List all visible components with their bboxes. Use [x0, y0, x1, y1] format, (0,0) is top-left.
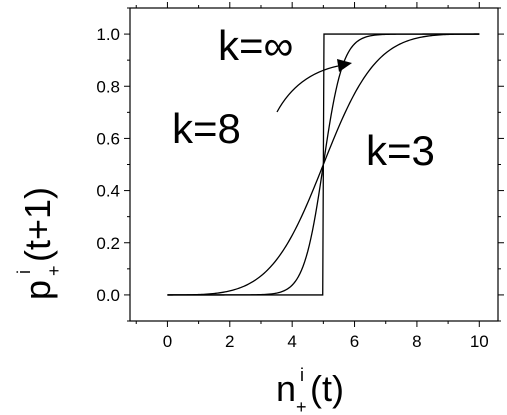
y-tick-label: 0.4: [96, 182, 120, 201]
x-tick-label: 2: [225, 332, 234, 351]
svg-text:(t): (t): [310, 368, 344, 409]
y-tick-label: 0.0: [96, 286, 120, 305]
annotation-arrow: [276, 59, 352, 113]
svg-text:+: +: [296, 397, 307, 415]
y-tick-label: 0.8: [96, 77, 120, 96]
x-tick-label: 4: [287, 332, 296, 351]
ticks: 0 2 4 6 8 10 0.0 0.2 0.4 0.6 0.8 1.0: [96, 2, 504, 351]
y-tick-label: 0.2: [96, 234, 120, 253]
svg-text:+: +: [44, 265, 64, 276]
x-tick-label: 10: [470, 332, 489, 351]
y-tick-label: 1.0: [96, 25, 120, 44]
y-tick-label: 0.6: [96, 129, 120, 148]
y-axis-label: p i + (t+1): [14, 187, 64, 300]
annotation-k-inf: k=∞: [218, 22, 293, 69]
series-line-k-3: [167, 33, 480, 296]
curves: [167, 33, 480, 296]
svg-text:n: n: [276, 368, 296, 409]
plot-frame: [129, 7, 499, 322]
x-tick-label: 0: [163, 332, 172, 351]
svg-text:i: i: [300, 365, 304, 385]
annotation-k-8: k=8: [172, 105, 241, 152]
x-tick-label: 8: [412, 332, 421, 351]
svg-text:i: i: [14, 270, 34, 274]
x-tick-label: 6: [350, 332, 359, 351]
svg-text:(t+1): (t+1): [17, 187, 58, 262]
annotation-k-3: k=3: [366, 127, 435, 174]
axes-frame: [129, 7, 499, 322]
x-axis-label: n i + (t): [276, 365, 344, 415]
svg-text:p: p: [17, 280, 58, 300]
